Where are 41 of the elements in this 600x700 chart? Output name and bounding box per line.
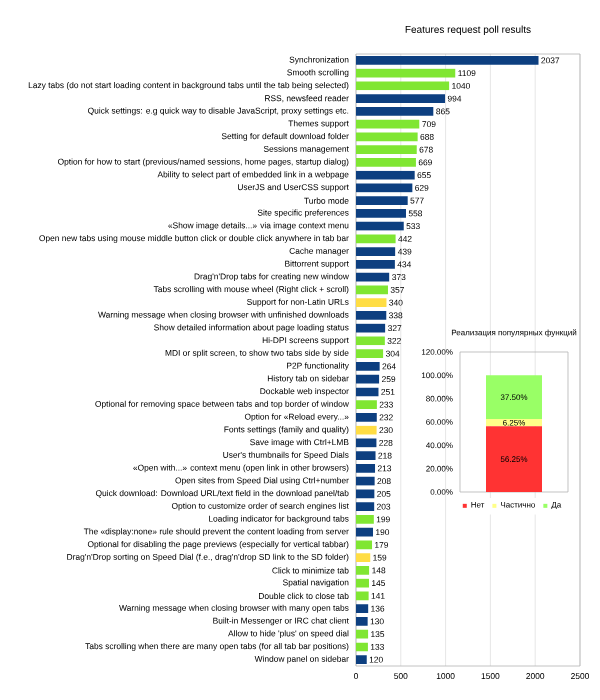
bar [355, 145, 417, 155]
bar [355, 221, 404, 231]
bar [355, 463, 376, 473]
bar [355, 451, 376, 461]
bar [355, 157, 416, 167]
bar [355, 476, 375, 486]
bar [355, 234, 396, 244]
bar [355, 425, 377, 435]
bar [355, 604, 369, 614]
bar [355, 285, 388, 295]
bar [355, 553, 371, 563]
bar [355, 489, 375, 499]
bar [355, 94, 446, 104]
bar [355, 298, 387, 308]
bar [355, 514, 374, 524]
bar [355, 106, 434, 116]
bar [355, 642, 368, 652]
bar [355, 527, 374, 537]
bar [355, 310, 387, 320]
bar [355, 336, 385, 346]
bar [355, 196, 408, 206]
bar [355, 374, 380, 384]
bar [355, 540, 373, 550]
bar [355, 629, 369, 639]
bar [486, 375, 542, 420]
bar [355, 259, 395, 269]
bar [355, 616, 368, 626]
bar [355, 400, 377, 410]
bar [355, 208, 406, 218]
bar [355, 565, 370, 575]
bar [355, 349, 384, 359]
bar [355, 438, 377, 448]
bar [355, 655, 367, 665]
bar [355, 272, 390, 282]
bar [355, 502, 375, 512]
bar [355, 412, 377, 422]
bar [355, 323, 386, 333]
bar [355, 55, 539, 65]
bar [486, 426, 542, 492]
bar [355, 247, 396, 257]
bar [355, 361, 380, 371]
